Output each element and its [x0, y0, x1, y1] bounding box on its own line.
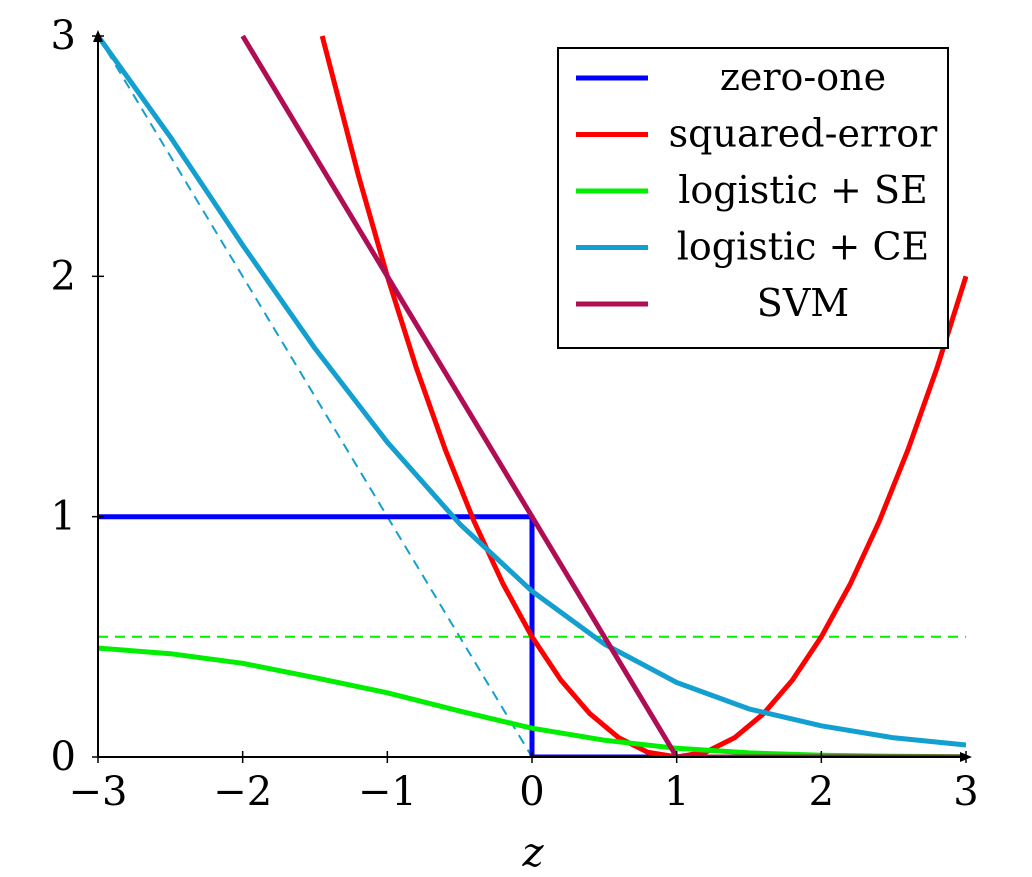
- x-axis-title: z: [521, 830, 544, 876]
- x-tick-label: −3: [69, 769, 128, 815]
- legend-box: [557, 47, 949, 349]
- x-tick-label: 3: [953, 769, 978, 815]
- x-tick-label: 2: [809, 769, 834, 815]
- y-tick-label: 3: [51, 13, 76, 59]
- x-tick-label: −1: [358, 769, 417, 815]
- legend-label-svm: SVM: [757, 281, 849, 325]
- x-tick-label: −2: [213, 769, 272, 815]
- series-logistic-ce-line: [98, 34, 967, 748]
- legend-label-logistic-ce: logistic + CE: [677, 225, 930, 269]
- reference-line-0: [98, 35, 533, 758]
- x-tick-label: 0: [519, 769, 544, 815]
- legend-label-logistic-se: logistic + SE: [678, 168, 928, 212]
- legend: zero-one squared-error logistic + SE logist…: [557, 47, 949, 349]
- legend-label-zero-one: zero-one: [720, 55, 886, 99]
- x-tick-label: 1: [664, 769, 689, 815]
- y-tick-label: 2: [51, 253, 76, 299]
- series-squared-error-line: [319, 35, 968, 758]
- legend-label-squared-error: squared-error: [669, 112, 938, 156]
- y-tick-label: 0: [51, 734, 76, 780]
- y-tick-label: 1: [51, 494, 76, 540]
- tick-labels: −3 −2 −1 0 1 2 3 0 1 2 3: [51, 13, 979, 815]
